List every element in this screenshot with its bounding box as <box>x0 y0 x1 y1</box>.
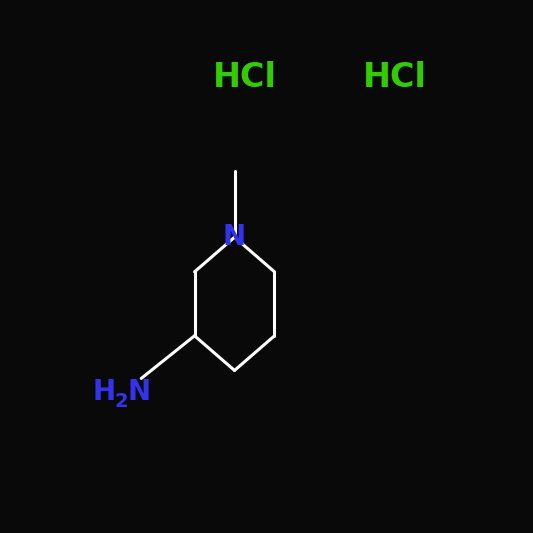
Text: HCl: HCl <box>213 61 277 94</box>
Text: HCl: HCl <box>362 61 426 94</box>
Text: N: N <box>127 378 150 406</box>
Text: H: H <box>92 378 116 406</box>
Text: N: N <box>223 223 246 251</box>
Text: 2: 2 <box>115 392 128 411</box>
